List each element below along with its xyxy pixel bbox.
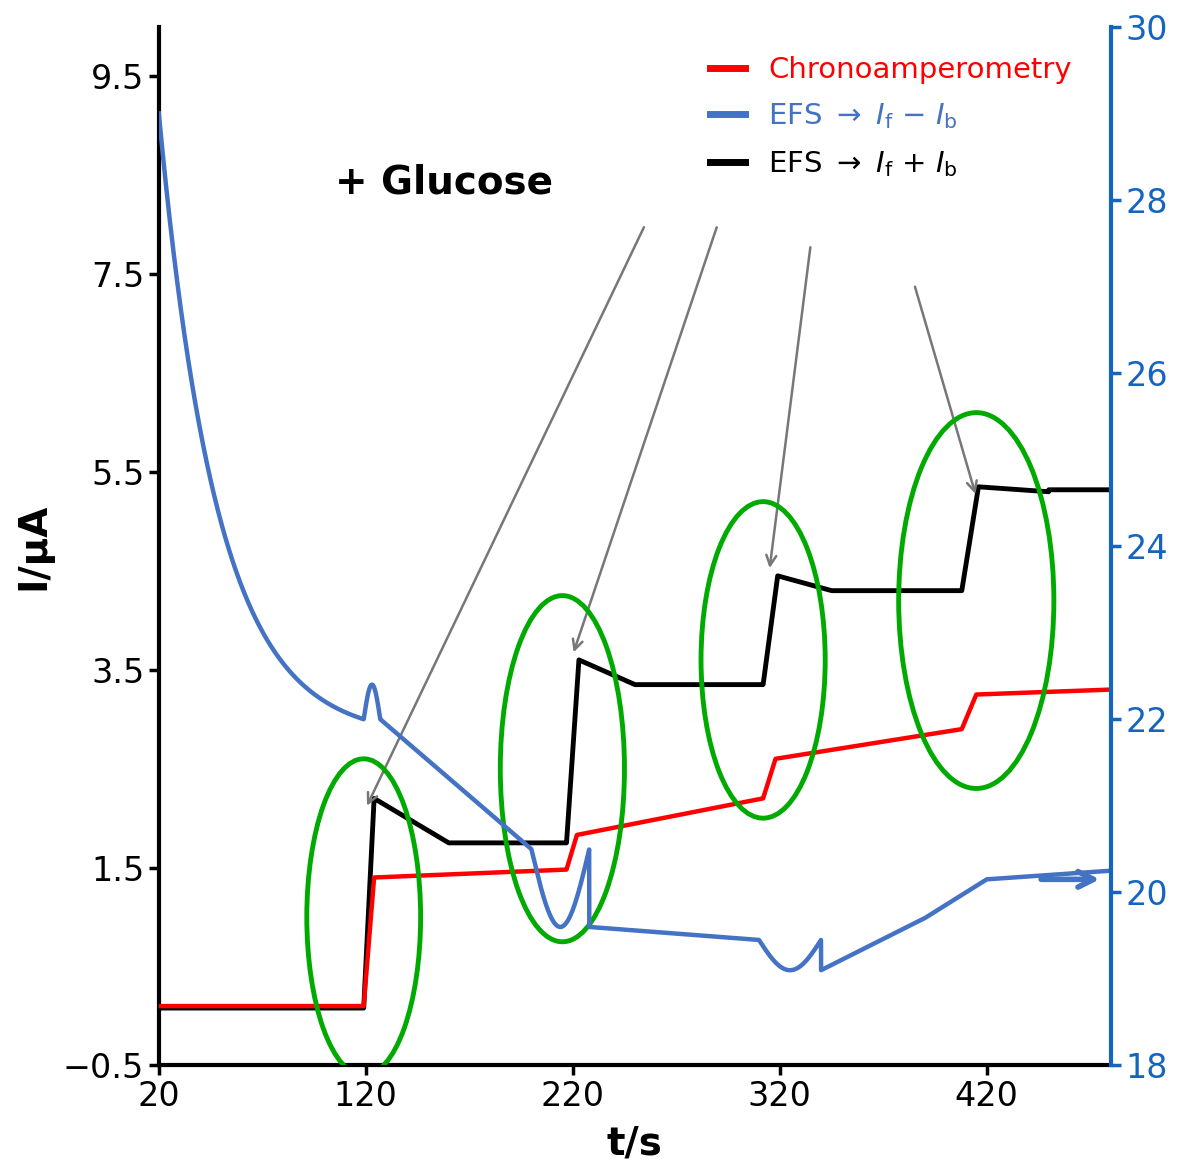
- Text: + Glucose: + Glucose: [336, 163, 553, 201]
- Legend: Chronoamperometry, EFS $\rightarrow$ $\mathit{I}_\mathregular{f}$ $-$ $\mathit{I: Chronoamperometry, EFS $\rightarrow$ $\m…: [695, 41, 1086, 193]
- X-axis label: t/s: t/s: [606, 1124, 663, 1162]
- Y-axis label: I/μA: I/μA: [14, 502, 52, 590]
